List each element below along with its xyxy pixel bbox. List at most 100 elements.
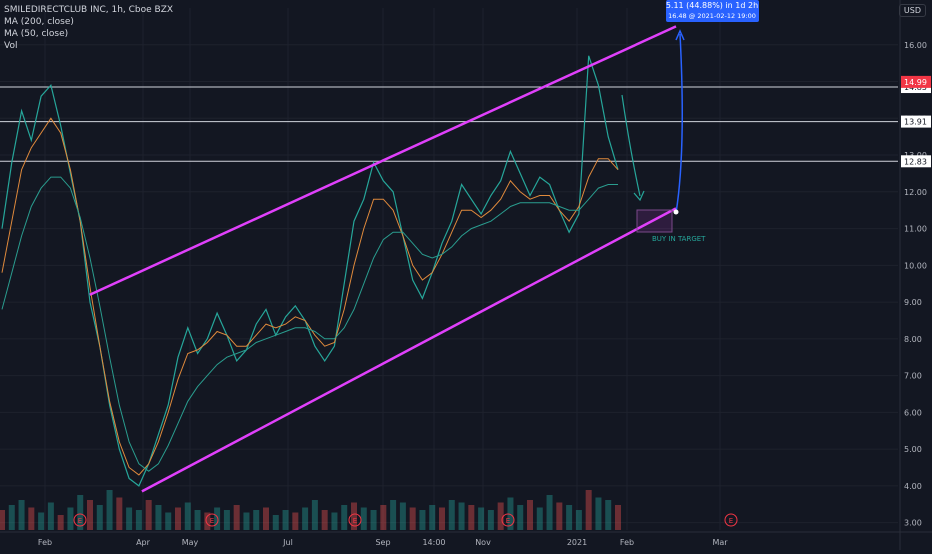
- earnings-marker-label: E: [353, 517, 357, 525]
- volume-bar: [487, 510, 494, 530]
- chart-legend: SMILEDIRECTCLUB INC, 1h, Cboe BZX MA (20…: [4, 4, 173, 52]
- x-tick-label: Nov: [475, 538, 491, 547]
- ma50-legend[interactable]: MA (50, close): [4, 29, 69, 39]
- x-tick-label: Feb: [620, 538, 634, 547]
- volume-bar: [135, 510, 142, 530]
- y-tick-label: 4.00: [904, 482, 922, 491]
- volume-bar: [233, 505, 240, 530]
- y-tick-label: 8.00: [904, 335, 922, 344]
- buy-target-box: [636, 209, 673, 233]
- volume-bar: [605, 500, 612, 530]
- last-price-label: 14.99: [904, 78, 927, 87]
- volume-bar: [272, 515, 279, 530]
- volume-bar: [331, 512, 338, 530]
- channel-upper-line: [89, 25, 677, 296]
- volume-bar: [106, 490, 113, 530]
- x-tick-label: Apr: [136, 538, 151, 547]
- y-tick-label: 9.00: [904, 298, 922, 307]
- volume-bar: [77, 495, 84, 530]
- y-tick-label: 7.00: [904, 372, 922, 381]
- volume-bar: [8, 505, 15, 530]
- projection-arrow: [621, 94, 641, 197]
- x-tick-label: 14:00: [422, 538, 445, 547]
- volume-bar: [429, 505, 436, 530]
- volume-bar: [214, 507, 221, 530]
- volume-bar: [360, 507, 367, 530]
- volume-bar: [175, 507, 181, 530]
- series-line: [1, 117, 619, 476]
- volume-bar: [370, 510, 377, 530]
- volume-bar: [282, 510, 289, 530]
- volume-bar: [458, 502, 465, 530]
- x-tick-label: Sep: [375, 538, 390, 547]
- measure-headline: 5.11 (44.88%) in 1d 2h: [666, 1, 758, 10]
- series-line: [1, 176, 618, 472]
- volume-bar: [341, 505, 348, 530]
- measure-arrow: [675, 33, 683, 214]
- channel-lower-line: [141, 207, 677, 493]
- volume-bar: [302, 507, 309, 530]
- x-tick-label: May: [182, 538, 199, 547]
- volume-bar: [497, 502, 504, 530]
- y-tick-label: 11.00: [904, 225, 927, 234]
- earnings-marker-label: E: [210, 517, 214, 525]
- volume-bar: [0, 510, 5, 530]
- x-tick-label: Jul: [282, 538, 293, 547]
- volume-bar: [194, 510, 201, 530]
- volume-bar: [575, 510, 582, 530]
- earnings-marker: [501, 513, 515, 527]
- volume-bar: [145, 500, 152, 530]
- y-tick-label: 16.00: [904, 41, 927, 50]
- currency-badge[interactable]: USD: [898, 4, 926, 17]
- volume-bar: [448, 500, 455, 530]
- volume-bar: [155, 505, 162, 530]
- earnings-marker: [348, 513, 362, 527]
- volume-bar: [126, 507, 133, 530]
- volume-bar: [292, 512, 299, 530]
- volume-bar: [96, 505, 103, 530]
- volume-bar: [615, 505, 621, 530]
- volume-bar: [566, 505, 573, 530]
- volume-bar: [18, 500, 25, 530]
- volume-bar: [390, 500, 397, 530]
- volume-bar: [184, 502, 191, 530]
- earnings-marker: [205, 513, 219, 527]
- volume-bar: [585, 490, 592, 530]
- volume-bar: [399, 502, 406, 530]
- volume-bar: [439, 507, 445, 530]
- x-tick-label: Mar: [712, 538, 728, 547]
- volume-bar: [527, 500, 533, 530]
- volume-bar: [311, 500, 318, 530]
- volume-bar: [243, 512, 250, 530]
- volume-bar: [595, 497, 602, 530]
- level-tag: [901, 115, 931, 128]
- volume-legend[interactable]: Vol: [4, 41, 18, 51]
- volume-bar: [517, 505, 524, 530]
- volume-bar: [263, 507, 269, 530]
- symbol-title[interactable]: SMILEDIRECTCLUB INC, 1h, Cboe BZX: [4, 5, 174, 15]
- ma200-legend[interactable]: MA (200, close): [4, 17, 74, 27]
- last-price-tag: [901, 75, 931, 88]
- y-tick-label: 10.00: [904, 261, 927, 270]
- volume-bar: [204, 512, 211, 530]
- volume-bar: [321, 510, 328, 530]
- volume-bar: [419, 510, 426, 530]
- volume-bar: [87, 500, 93, 530]
- buy-target-label: BUY IN TARGET: [652, 235, 706, 243]
- level-label: 13.91: [904, 118, 927, 127]
- earnings-marker-label: E: [506, 517, 510, 525]
- volume-bar: [47, 502, 54, 530]
- volume-bar: [165, 512, 172, 530]
- measure-anchor-dot: [673, 209, 679, 215]
- volume-bar: [468, 505, 475, 530]
- projection-arrowhead: [633, 190, 645, 202]
- volume-bar: [536, 507, 543, 530]
- volume-bar: [38, 512, 45, 530]
- y-tick-label: 3.00: [904, 519, 922, 528]
- volume-bar: [478, 507, 485, 530]
- x-tick-label: Feb: [38, 538, 52, 547]
- volume-bar: [546, 495, 553, 530]
- volume-bar: [57, 515, 64, 530]
